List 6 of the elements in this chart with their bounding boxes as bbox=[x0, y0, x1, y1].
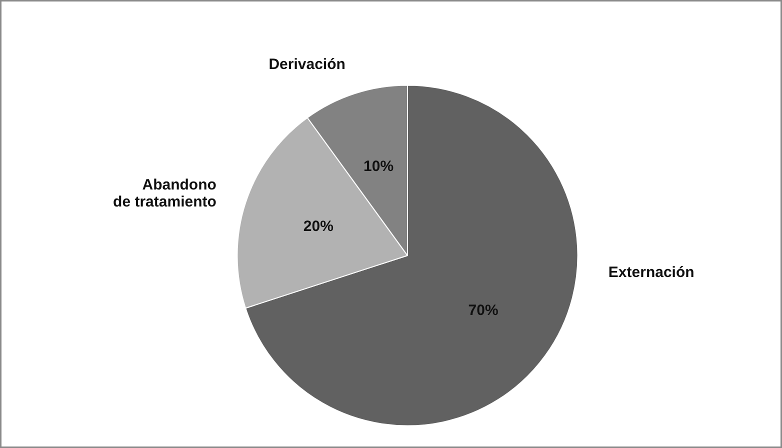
slice-label: Derivación bbox=[268, 56, 346, 73]
data-label: 20% bbox=[303, 218, 334, 236]
slice-label: Abandono de tratamiento bbox=[113, 176, 216, 210]
slice-label: Externación bbox=[608, 264, 694, 282]
data-label: 10% bbox=[364, 158, 394, 175]
data-label: 70% bbox=[468, 302, 498, 320]
